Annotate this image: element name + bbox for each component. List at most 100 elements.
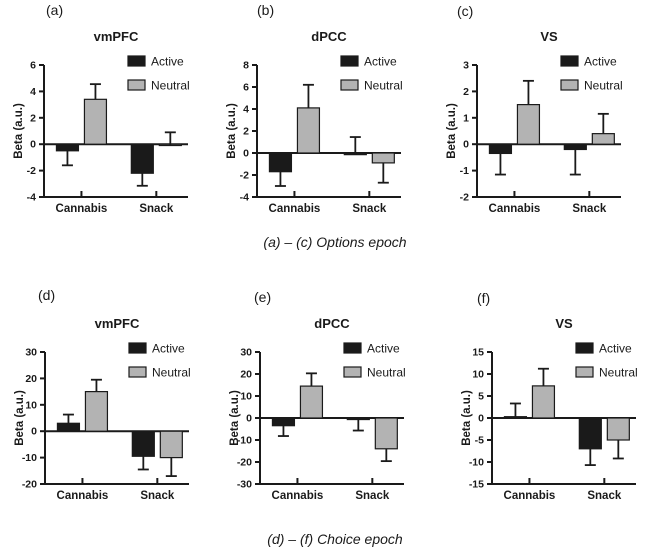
y-tick-label: 4 (30, 86, 36, 98)
legend-label-neutral: Neutral (584, 79, 623, 93)
chart-panel-dpcc-options: -4 -2 0 2 4 6 8 Cannabis Snack Beta (a.u.) dPCC Act… (226, 29, 403, 215)
legend-swatch-active (343, 342, 362, 354)
category-label: Cannabis (269, 203, 321, 215)
category-label: Cannabis (56, 203, 108, 215)
y-tick-label: -30 (237, 479, 252, 491)
y-tick-label: -2 (240, 170, 249, 182)
y-tick-label: 2 (463, 86, 469, 98)
bar-neutral-cannabis (296, 107, 321, 154)
legend-swatch-neutral (560, 79, 579, 91)
y-tick-label: -2 (27, 165, 36, 177)
panel-letter-c: (c) (457, 3, 474, 19)
bar-neutral-cannabis (83, 98, 108, 145)
chart-panel-vs-options: -2 -1 0 1 2 3 Cannabis Snack Beta (a.u.) VS Active… (446, 29, 623, 215)
y-tick-label: -10 (237, 435, 252, 447)
y-tick-label: 0 (478, 413, 484, 425)
y-tick-label: -5 (475, 435, 484, 447)
y-tick-label: -20 (237, 457, 252, 469)
y-tick-label: -10 (22, 452, 37, 464)
y-axis-label: Beta (a.u.) (229, 390, 241, 446)
legend-label-active: Active (151, 55, 184, 69)
y-tick-label: 4 (243, 104, 249, 116)
y-tick-label: 20 (240, 369, 252, 381)
bar-neutral-snack (371, 152, 395, 164)
category-label: Cannabis (504, 490, 556, 502)
bar-active-snack (131, 430, 155, 457)
legend-swatch-neutral (343, 366, 362, 378)
chart-title: vmPFC (95, 316, 140, 331)
y-axis-label: Beta (a.u.) (446, 103, 458, 159)
y-tick-label: 5 (478, 391, 484, 403)
y-tick-label: -4 (27, 192, 36, 204)
bar-neutral-cannabis (516, 103, 541, 145)
y-tick-label: 3 (463, 60, 469, 72)
bar-neutral-snack (606, 417, 630, 441)
bar-active-cannabis (503, 416, 528, 419)
legend-swatch-neutral (127, 79, 146, 91)
panel-letter-d: (d) (38, 287, 56, 303)
legend-swatch-neutral (575, 366, 594, 378)
y-axis-label: Beta (a.u.) (461, 390, 473, 446)
legend-swatch-neutral (128, 366, 147, 378)
legend-swatch-active (128, 342, 147, 354)
legend-label-active: Active (152, 342, 185, 356)
legend-label-neutral: Neutral (367, 366, 406, 380)
legend-label-neutral: Neutral (152, 366, 191, 380)
chart-panel-dpcc-choice: -30 -20 -10 0 10 20 30 Cannabis Snack Beta (a.u.)… (229, 316, 406, 502)
bar-active-cannabis (268, 152, 293, 173)
legend-label-active: Active (367, 342, 400, 356)
legend-label-neutral: Neutral (599, 366, 638, 380)
category-label: Snack (139, 203, 173, 215)
y-tick-label: 20 (25, 373, 37, 385)
chart-title: vmPFC (94, 29, 139, 44)
bar-active-snack (130, 143, 154, 174)
category-label: Snack (355, 490, 389, 502)
y-tick-label: -10 (469, 457, 484, 469)
y-tick-label: 6 (243, 82, 249, 94)
category-label: Cannabis (57, 490, 109, 502)
bar-active-snack (346, 417, 370, 421)
panel-letter-f: (f) (477, 290, 491, 306)
chart-title: dPCC (314, 316, 350, 331)
y-tick-label: -15 (469, 479, 484, 491)
y-tick-label: 0 (463, 139, 469, 151)
legend-swatch-active (560, 55, 579, 67)
bar-active-snack (563, 143, 587, 151)
y-tick-label: 0 (243, 148, 249, 160)
caption-choice-epoch: (d) – (f) Choice epoch (267, 531, 403, 547)
legend-label-neutral: Neutral (151, 79, 190, 93)
category-label: Snack (587, 490, 621, 502)
category-label: Snack (140, 490, 174, 502)
legend-label-active: Active (599, 342, 632, 356)
chart-panel-vmpfc-choice: -20 -10 0 10 20 30 Cannabis Snack Beta (a.u.) vmP… (14, 316, 191, 502)
bar-active-snack (578, 417, 602, 450)
bar-active-cannabis (55, 143, 80, 152)
category-label: Snack (352, 203, 386, 215)
chart-title: dPCC (311, 29, 347, 44)
y-tick-label: 30 (240, 347, 252, 359)
y-tick-label: 15 (472, 347, 484, 359)
bar-neutral-snack (159, 430, 183, 459)
bar-neutral-snack (591, 133, 615, 145)
chart-panel-vs-choice: -15 -10 -5 0 5 10 15 Cannabis Snack Beta (a.u.) VS… (461, 316, 638, 502)
bar-active-cannabis (488, 143, 513, 155)
bar-neutral-snack (374, 417, 398, 450)
bar-neutral-cannabis (299, 385, 324, 419)
legend-swatch-active (575, 342, 594, 354)
category-label: Cannabis (489, 203, 541, 215)
y-tick-label: 0 (246, 413, 252, 425)
panel-letter-e: (e) (254, 289, 272, 305)
chart-panel-vmpfc-options: -4 -2 0 2 4 6 Cannabis Snack Beta (a.u.) vmPFC Act… (13, 29, 190, 215)
caption-options-epoch: (a) – (c) Options epoch (263, 234, 407, 250)
y-tick-label: -2 (460, 192, 469, 204)
y-tick-label: -4 (240, 192, 249, 204)
y-tick-label: -20 (22, 479, 37, 491)
y-tick-label: 10 (472, 369, 484, 381)
y-tick-label: 30 (25, 347, 37, 359)
y-tick-label: 0 (31, 426, 37, 438)
panel-letter-a: (a) (46, 2, 64, 18)
y-tick-label: 6 (30, 60, 36, 72)
panel-letter-b: (b) (257, 2, 275, 18)
y-tick-label: 0 (30, 139, 36, 151)
